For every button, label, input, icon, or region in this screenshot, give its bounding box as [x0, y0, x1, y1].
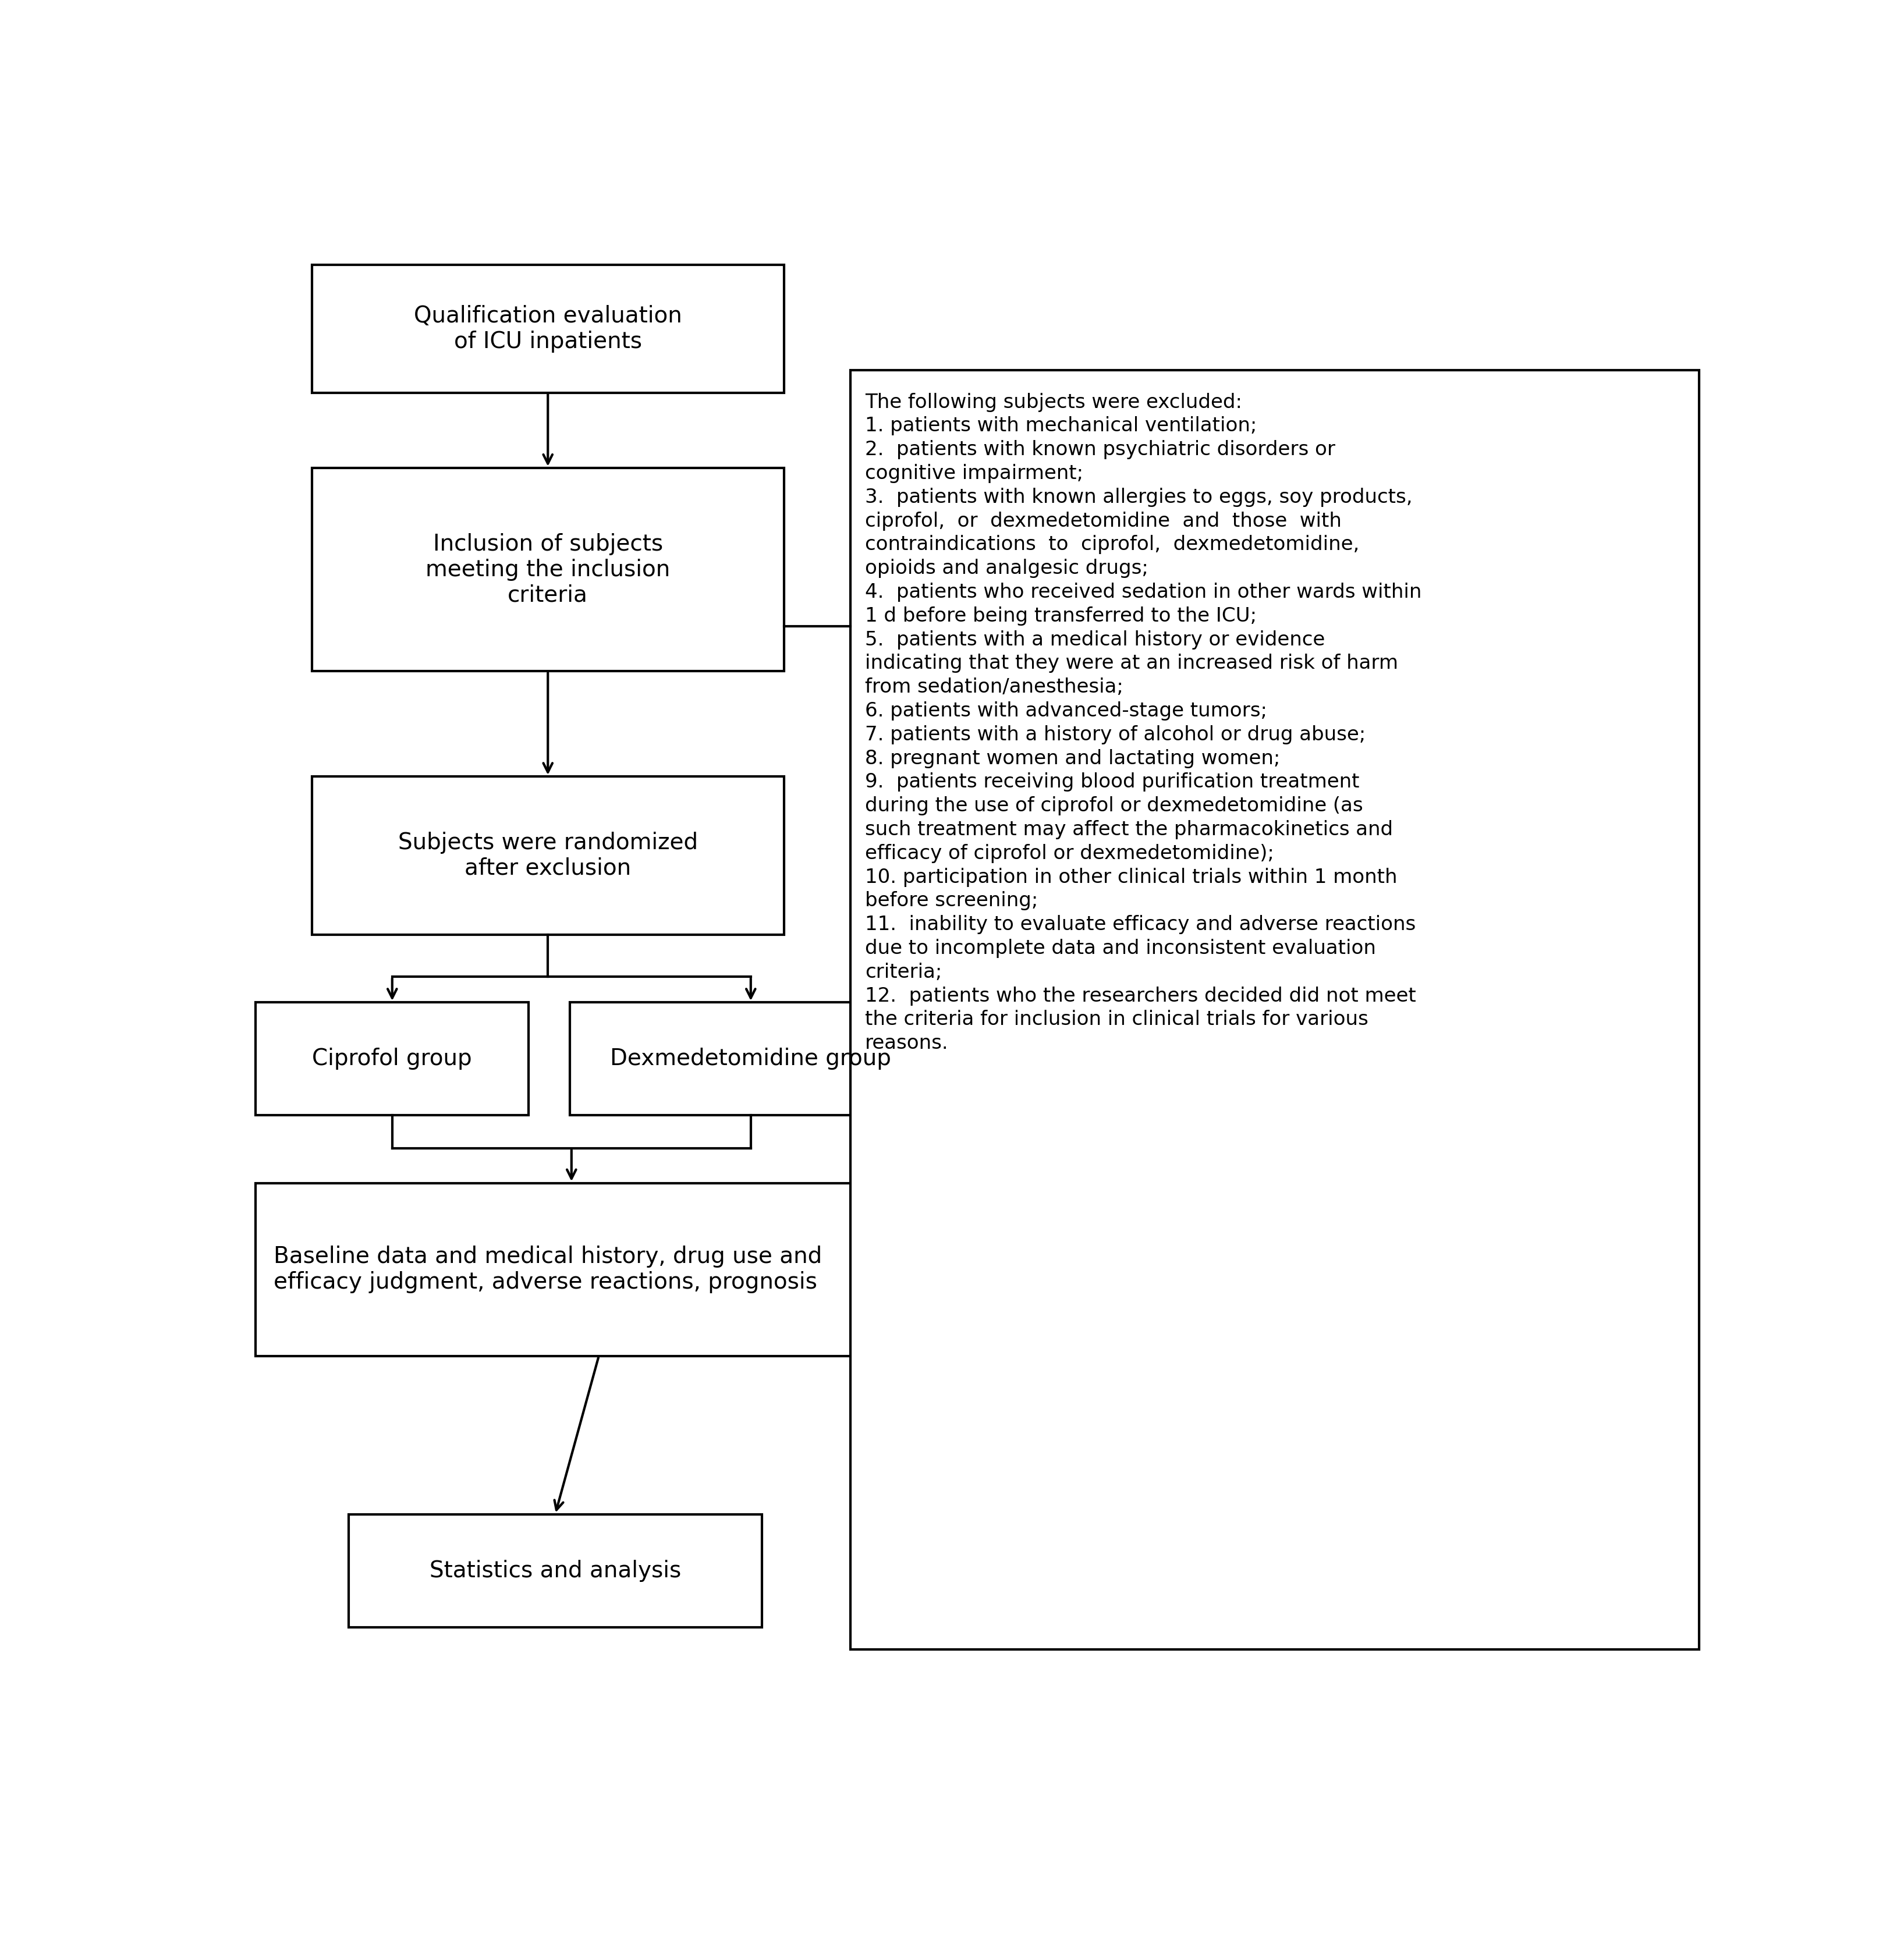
- Bar: [348, 1513, 762, 1627]
- Bar: [255, 1003, 529, 1114]
- Text: Statistics and analysis: Statistics and analysis: [430, 1560, 682, 1582]
- Text: Inclusion of subjects
meeting the inclusion
criteria: Inclusion of subjects meeting the inclus…: [426, 534, 670, 606]
- Bar: [312, 467, 784, 671]
- Bar: [312, 264, 784, 393]
- Text: Baseline data and medical history, drug use and
efficacy judgment, adverse react: Baseline data and medical history, drug …: [274, 1245, 823, 1294]
- Bar: [255, 1183, 942, 1357]
- Bar: [569, 1003, 931, 1114]
- Bar: [312, 776, 784, 934]
- Text: The following subjects were excluded:
1. patients with mechanical ventilation;
2: The following subjects were excluded: 1.…: [864, 393, 1422, 1054]
- Text: Dexmedetomidine group: Dexmedetomidine group: [611, 1048, 891, 1069]
- Bar: [851, 369, 1698, 1650]
- Text: Ciprofol group: Ciprofol group: [312, 1048, 472, 1069]
- Text: Subjects were randomized
after exclusion: Subjects were randomized after exclusion: [398, 831, 697, 880]
- Text: Qualification evaluation
of ICU inpatients: Qualification evaluation of ICU inpatien…: [413, 305, 682, 352]
